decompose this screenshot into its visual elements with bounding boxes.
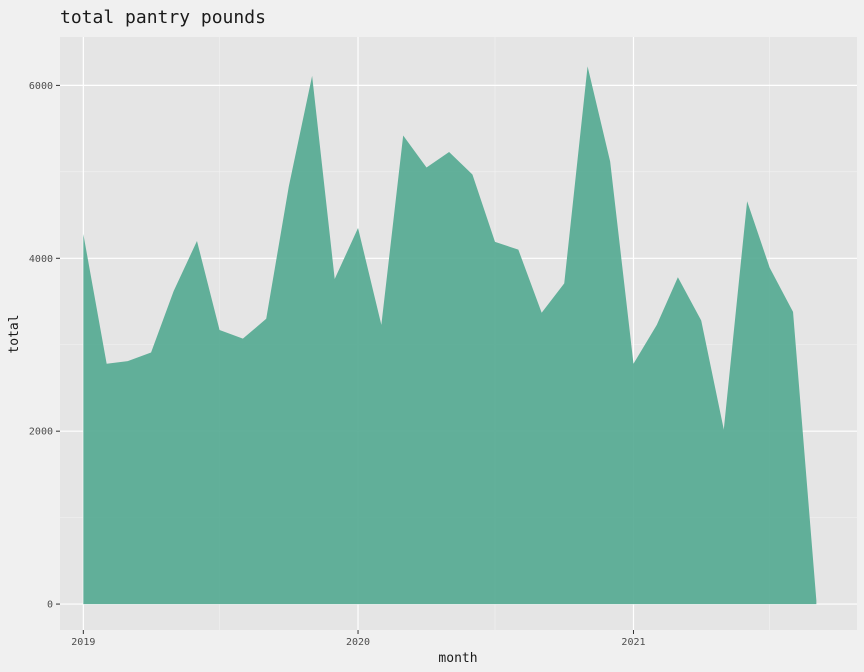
y-tick-label: 6000 bbox=[29, 81, 53, 92]
y-tick-label: 0 bbox=[47, 600, 53, 611]
chart-title: total pantry pounds bbox=[60, 7, 266, 28]
x-axis: 2019 2020 2021 bbox=[71, 630, 646, 648]
y-axis: 0 2000 4000 6000 bbox=[29, 81, 60, 611]
x-tick-label: 2020 bbox=[346, 637, 370, 648]
x-axis-label: month bbox=[438, 651, 477, 666]
y-tick-label: 2000 bbox=[29, 427, 53, 438]
y-tick-label: 4000 bbox=[29, 254, 53, 265]
y-axis-label: total bbox=[7, 314, 22, 353]
area-series bbox=[83, 66, 817, 605]
x-tick-label: 2021 bbox=[621, 637, 645, 648]
x-tick-label: 2019 bbox=[71, 637, 95, 648]
